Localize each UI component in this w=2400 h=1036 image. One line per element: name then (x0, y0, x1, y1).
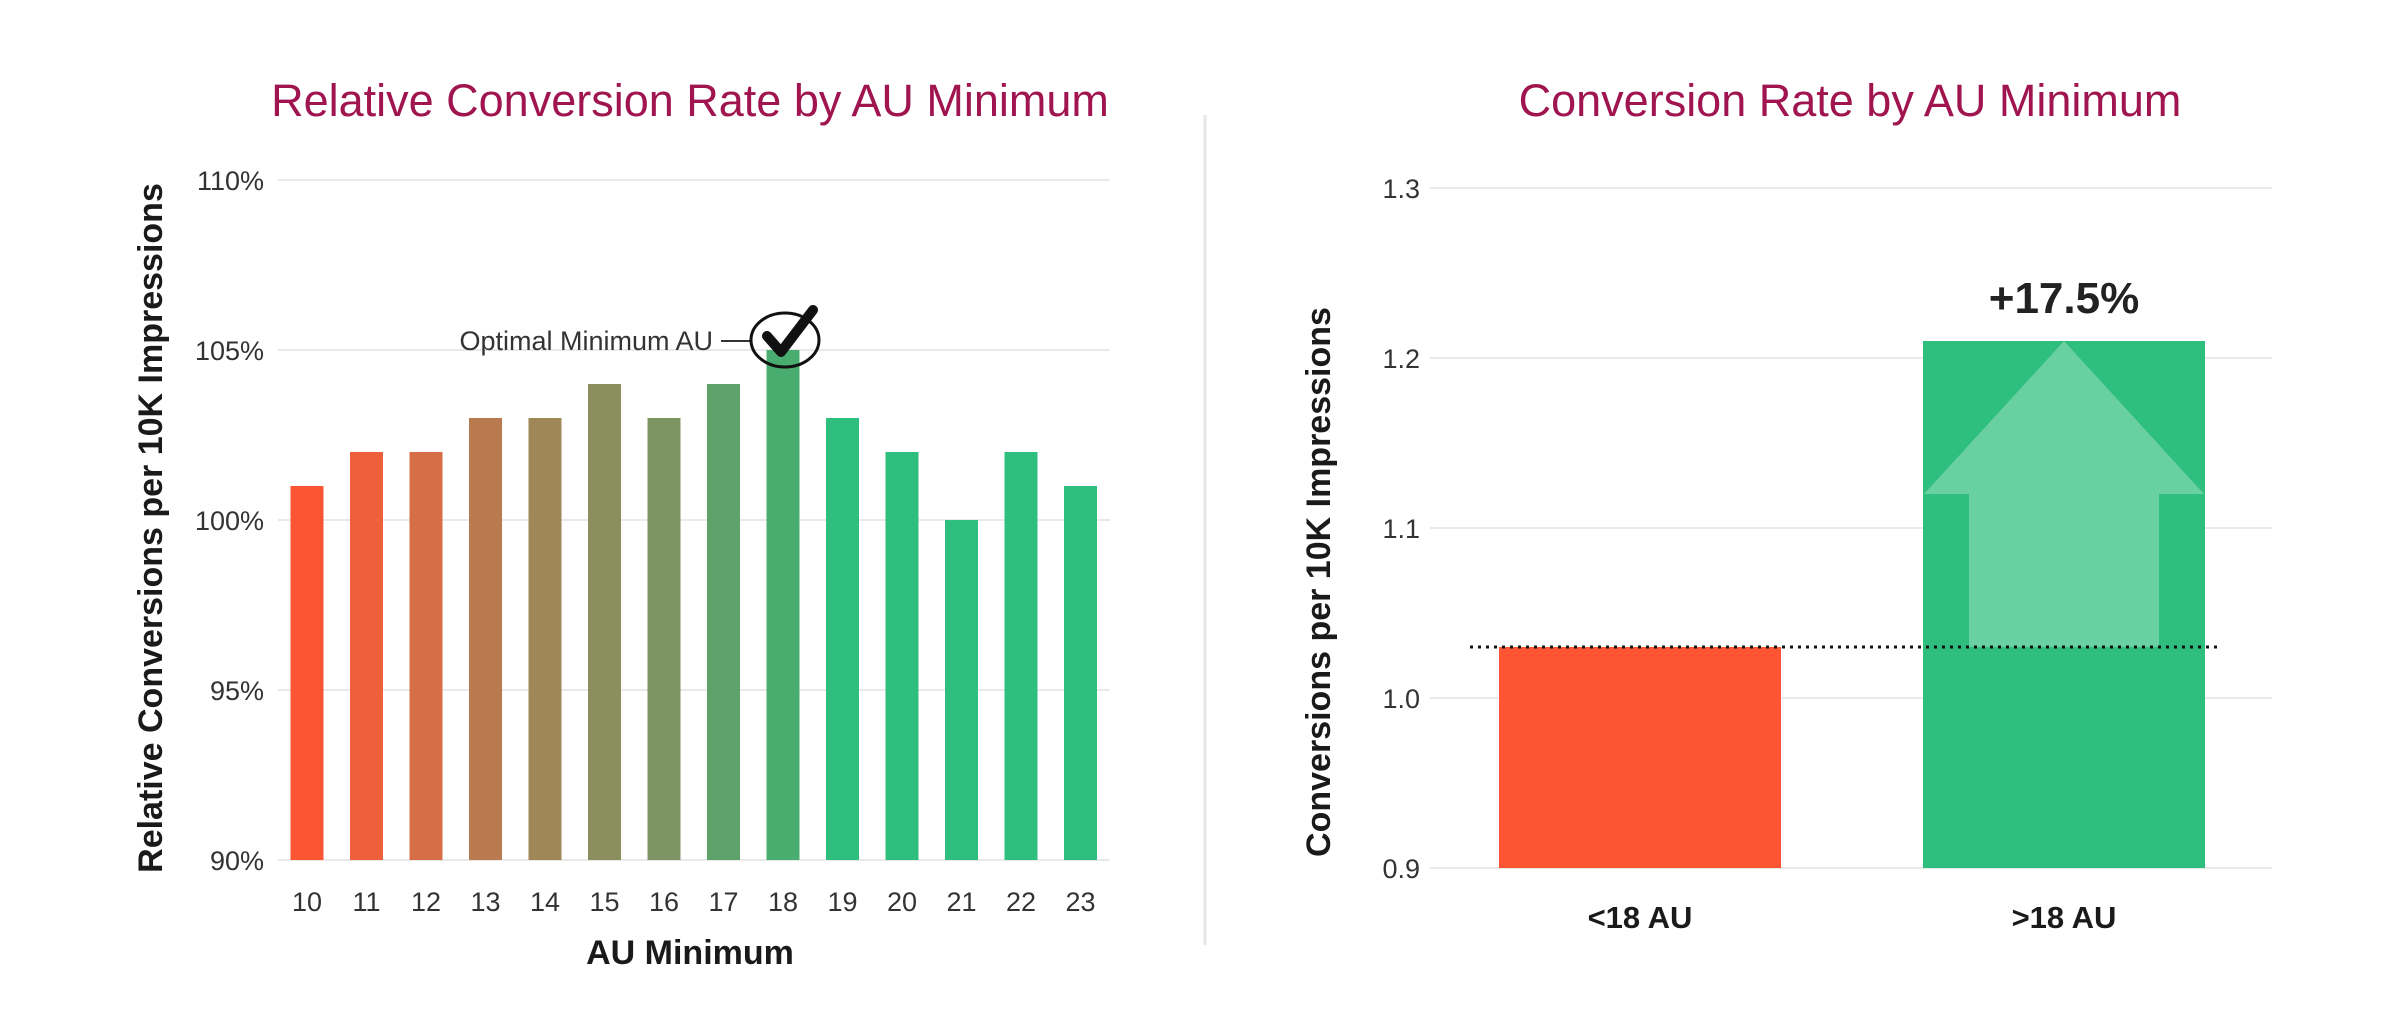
left-y-tick-label: 90% (210, 846, 264, 876)
bar-au-12 (409, 452, 443, 860)
left-x-tick-label: 19 (827, 887, 857, 917)
right-y-ticks: 0.9 1.0 1.1 1.2 1.3 (1382, 174, 1420, 884)
bar-au-13 (469, 418, 502, 860)
optimal-annotation: Optimal Minimum AU (459, 305, 821, 369)
right-y-tick-label: 0.9 (1382, 854, 1420, 884)
bar-au-19 (826, 418, 859, 860)
right-chart-title: Conversion Rate by AU Minimum (1519, 75, 2182, 126)
left-x-tick-label: 16 (649, 887, 679, 917)
left-x-tick-label: 20 (887, 887, 917, 917)
bar-au-15 (588, 384, 621, 860)
change-percent-label: +17.5% (1989, 274, 2139, 323)
right-y-tick-label: 1.3 (1382, 174, 1420, 204)
left-chart-title: Relative Conversion Rate by AU Minimum (271, 75, 1109, 126)
right-x-ticks: <18 AU >18 AU (1588, 900, 2117, 935)
right-chart: Conversion Rate by AU Minimum 0.9 1.0 1.1 1… (1300, 75, 2272, 935)
bar-au-20 (885, 452, 919, 860)
bar-au-18 (766, 350, 800, 860)
right-bars (1499, 341, 2205, 868)
left-x-tick-label: 14 (530, 887, 560, 917)
left-y-tick-label: 105% (195, 336, 264, 366)
right-y-tick-label: 1.2 (1382, 344, 1420, 374)
bar-au-21 (945, 520, 978, 860)
bar-below-18-au (1499, 647, 1781, 868)
bar-au-16 (647, 418, 681, 860)
left-x-axis-title: AU Minimum (586, 934, 794, 972)
up-arrow-shape (1924, 341, 2204, 647)
left-y-tick-label: 110% (197, 166, 264, 196)
left-y-axis-title: Relative Conversions per 10K Impressions (132, 183, 170, 873)
left-x-tick-label: 17 (708, 887, 738, 917)
left-gridlines (278, 179, 1110, 861)
bar-au-17 (707, 384, 740, 860)
bar-au-10 (290, 486, 324, 860)
left-x-tick-label: 11 (352, 887, 380, 917)
right-y-tick-label: 1.0 (1382, 684, 1420, 714)
left-x-tick-label: 18 (768, 887, 798, 917)
left-y-ticks: 90% 95% 100% 105% 110% (195, 166, 264, 876)
left-x-tick-label: 13 (470, 887, 500, 917)
right-y-axis-title: Conversions per 10K Impressions (1300, 307, 1338, 857)
left-x-tick-label: 21 (946, 887, 976, 917)
left-x-ticks: 10 11 12 13 14 15 16 17 18 19 20 21 22 23 (292, 887, 1096, 917)
right-x-tick-label: <18 AU (1588, 900, 1693, 935)
left-y-tick-label: 100% (195, 506, 264, 536)
annotation-label: Optimal Minimum AU (459, 326, 713, 356)
bar-au-14 (528, 418, 562, 860)
checkmark-icon (762, 305, 818, 357)
annotation-circle (749, 311, 821, 369)
right-x-tick-label: >18 AU (2012, 900, 2117, 935)
bar-au-11 (350, 452, 383, 860)
left-y-tick-label: 95% (210, 676, 264, 706)
left-x-tick-label: 22 (1006, 887, 1036, 917)
bar-au-22 (1004, 452, 1038, 860)
left-chart: Relative Conversion Rate by AU Minimum 9… (132, 75, 1110, 972)
right-y-tick-label: 1.1 (1382, 514, 1420, 544)
left-x-tick-label: 23 (1065, 887, 1095, 917)
left-x-tick-label: 12 (411, 887, 441, 917)
left-x-tick-label: 15 (589, 887, 619, 917)
bar-above-18-au (1923, 341, 2205, 868)
bar-au-23 (1064, 486, 1097, 860)
up-arrow-icon (1924, 341, 2204, 647)
left-x-tick-label: 10 (292, 887, 322, 917)
left-bars (290, 350, 1097, 860)
